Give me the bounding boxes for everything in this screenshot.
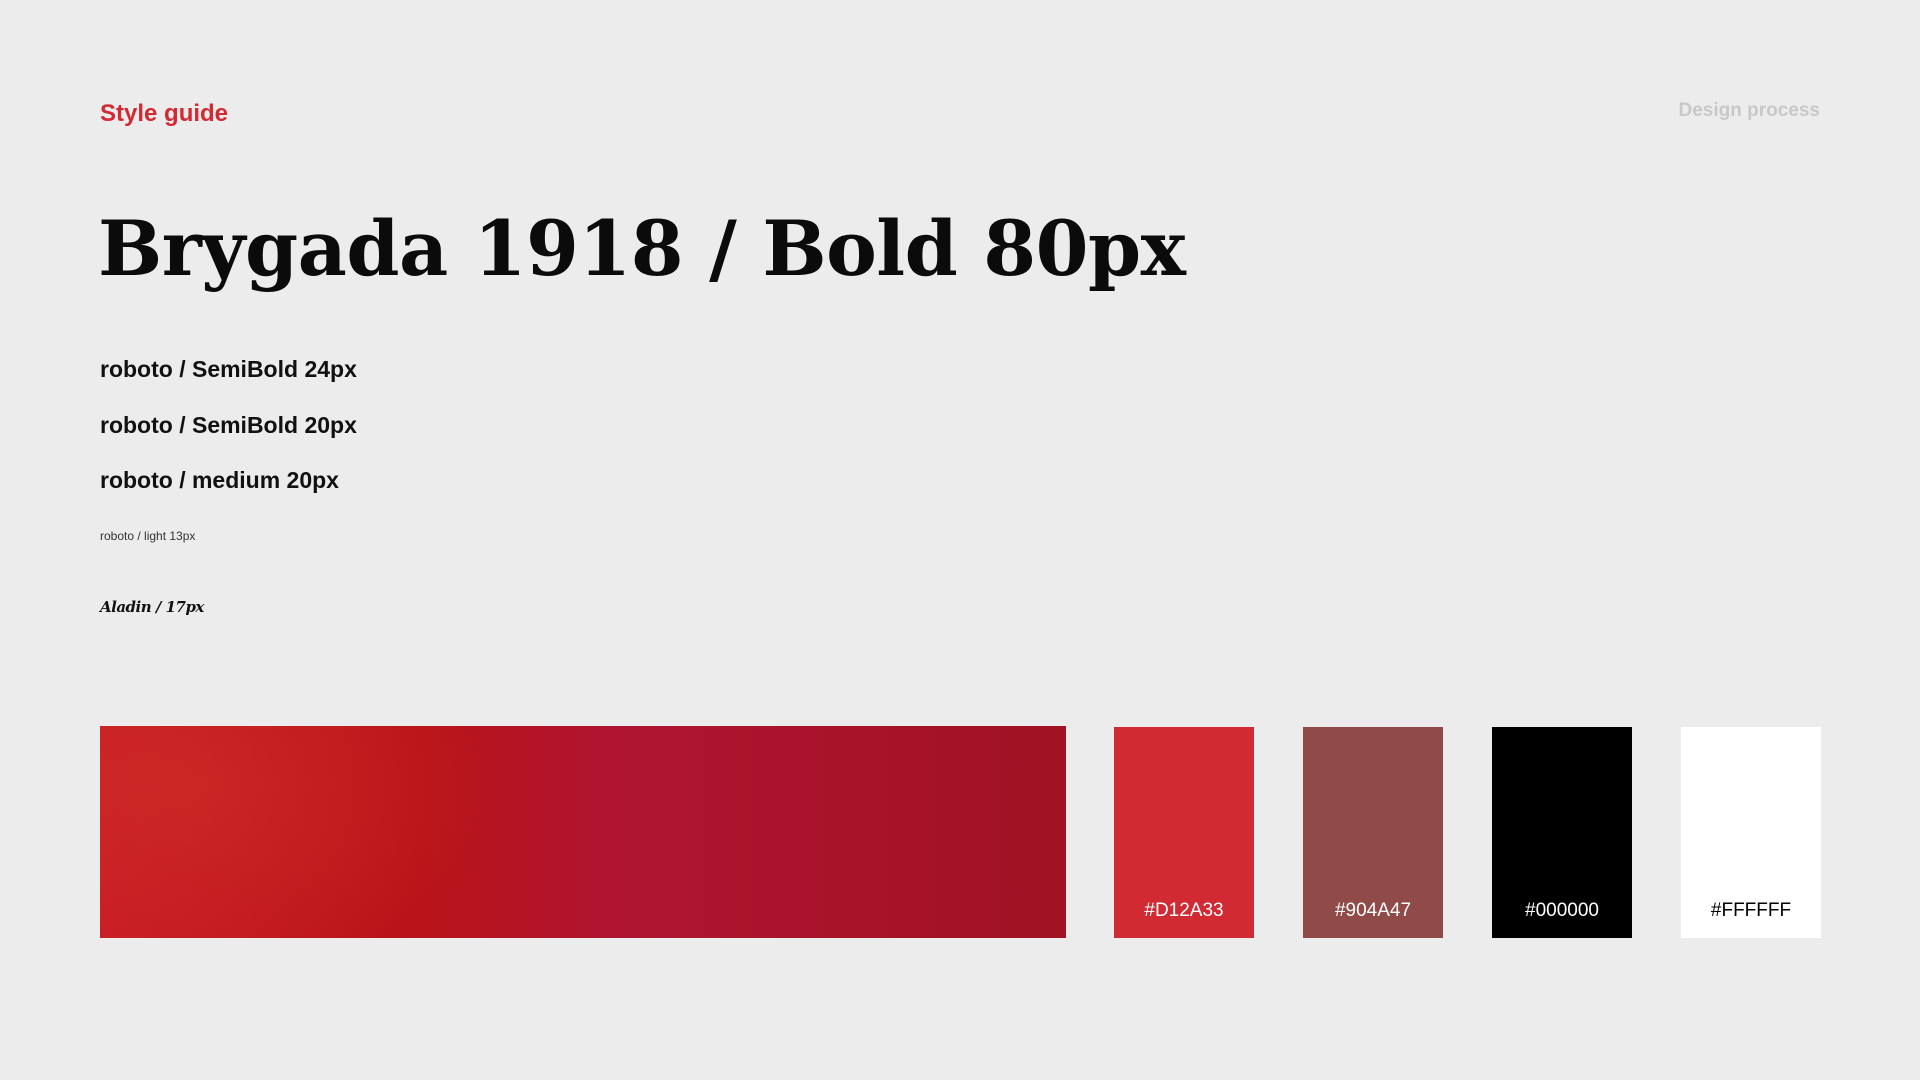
type-sample-semibold-20: roboto / SemiBold 20px [100,412,357,438]
color-swatch-muted-brown: #904A47 [1303,727,1443,938]
swatch-hex-label: #000000 [1525,900,1599,921]
color-swatch-black: #000000 [1492,727,1632,938]
type-sample-aladin-17: Aladin / 17px [100,598,204,616]
type-sample-medium-20: roboto / medium 20px [100,467,339,493]
swatch-hex-label: #904A47 [1334,900,1412,921]
color-swatch-primary-red: #D12A33 [1114,727,1254,938]
type-sample-semibold-24: roboto / SemiBold 24px [100,356,357,382]
page-title: Style guide [100,100,229,127]
swatch-hex-label: #FFFFFF [1710,900,1792,921]
color-swatch-white: #FFFFFF [1681,727,1821,938]
design-process-link[interactable]: Design process [1678,100,1821,121]
display-type-sample: Brygada 1918 / Bold 80px [98,204,1186,293]
type-sample-light-13: roboto / light 13px [100,529,196,543]
gradient-color-swatch [100,726,1066,938]
swatch-hex-label: #D12A33 [1144,900,1224,921]
